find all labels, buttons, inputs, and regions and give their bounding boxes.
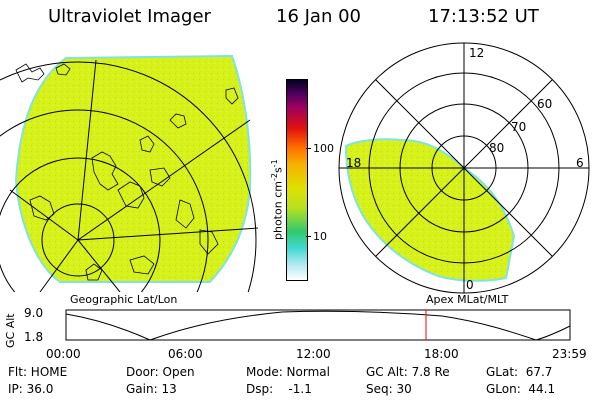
mlat-label-80: 80	[489, 141, 505, 155]
colorbar-tick-10-mark	[306, 236, 311, 237]
mlt-label-12: 12	[469, 46, 485, 60]
orbit-x-tick-2359: 23:59	[552, 347, 587, 361]
status-mode: Mode: Normal	[246, 365, 330, 379]
colorbar-tick-100: 100	[313, 142, 334, 155]
mlt-label-6: 6	[576, 156, 584, 170]
status-glat: GLat: 67.7	[486, 365, 553, 379]
orbit-altitude-plot	[65, 309, 571, 341]
orbit-y-tick-1.8: 1.8	[24, 330, 44, 344]
mlat-label-60: 60	[537, 97, 553, 111]
geo-aurora-disk	[14, 54, 252, 283]
orbit-x-tick-1200: 12:00	[296, 347, 331, 361]
polar-aurora-region	[344, 138, 516, 282]
status-ip: IP: 36.0	[8, 382, 54, 396]
image-date: 16 Jan 00	[276, 6, 361, 27]
colorbar-gradient	[286, 79, 308, 281]
orbit-x-tick-0600: 06:00	[168, 347, 203, 361]
orbit-y-label: GC Alt	[4, 313, 17, 348]
polar-mlt-plot	[338, 42, 590, 294]
app-title: Ultraviolet Imager	[48, 6, 211, 27]
geo-plot-label: Geographic Lat/Lon	[70, 293, 178, 306]
status-gc-alt: GC Alt: 7.8 Re	[366, 365, 450, 379]
colorbar-unit-s: s	[271, 167, 285, 174]
status-door: Door: Open	[126, 365, 195, 379]
status-dsp: Dsp: -1.1	[246, 382, 312, 396]
status-gain: Gain: 13	[126, 382, 177, 396]
status-seq: Seq: 30	[366, 382, 412, 396]
orbit-y-tick-9: 9.0	[24, 306, 44, 320]
mlat-label-70: 70	[511, 120, 527, 134]
colorbar-tick-100-mark	[306, 148, 311, 149]
status-glon: GLon: 44.1	[486, 382, 556, 396]
colorbar-unit-exp2: -1	[270, 159, 279, 168]
geographic-map	[0, 54, 259, 292]
colorbar-unit-label: photon cm-2s-1	[270, 159, 285, 240]
status-flt: Flt: HOME	[8, 365, 68, 379]
mlt-label-18: 18	[346, 156, 362, 170]
orbit-x-tick-0000: 00:00	[46, 347, 81, 361]
image-time: 17:13:52 UT	[428, 6, 539, 27]
colorbar-tick-10: 10	[313, 230, 327, 243]
colorbar-unit-exp1: -2	[270, 173, 279, 182]
colorbar-unit-text: photon cm	[271, 181, 285, 240]
orbit-x-tick-1800: 18:00	[424, 347, 459, 361]
mlt-label-0: 0	[466, 278, 474, 292]
polar-plot-label: Apex MLat/MLT	[426, 293, 509, 306]
orbit-altitude-curve	[65, 310, 571, 341]
